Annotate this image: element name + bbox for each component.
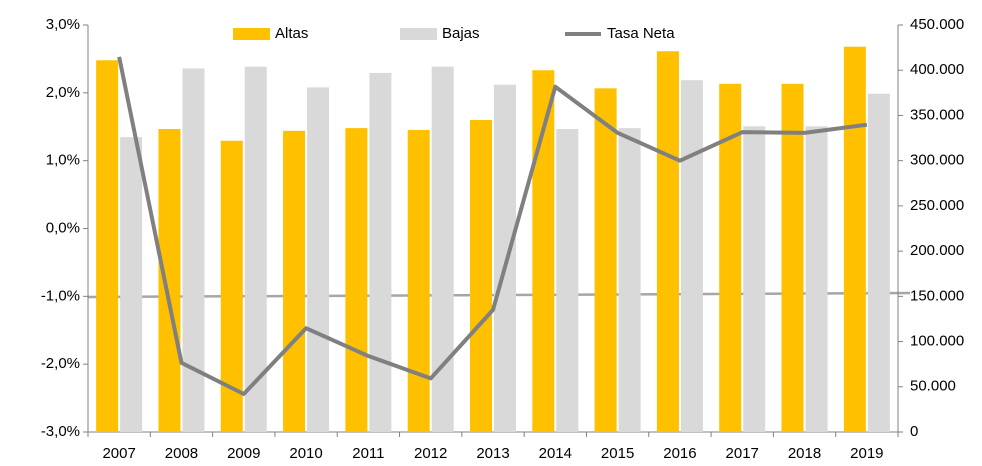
y2-tick-label: 150.000 — [910, 287, 964, 304]
bar — [158, 129, 181, 432]
y2-tick-label: 300.000 — [910, 152, 964, 169]
y2-tick-label: 100.000 — [910, 333, 964, 350]
y-tick-label: 3,0% — [46, 16, 80, 33]
bar — [407, 129, 430, 432]
y-tick-label: 0,0% — [46, 219, 80, 236]
bar — [743, 126, 766, 432]
y-tick-label: 1,0% — [46, 152, 80, 169]
y2-tick-label: 0 — [910, 423, 918, 440]
bar — [781, 83, 804, 433]
x-tick-label: 2018 — [788, 445, 821, 462]
legend-swatch — [233, 28, 270, 40]
x-tick-label: 2013 — [476, 445, 509, 462]
x-tick-label: 2014 — [539, 445, 572, 462]
y-tick-label: -1,0% — [41, 287, 80, 304]
bar — [283, 130, 306, 432]
x-tick-label: 2007 — [102, 445, 135, 462]
bar — [867, 93, 890, 432]
legend-label: Tasa Neta — [607, 25, 675, 42]
bar — [307, 87, 330, 432]
x-tick-label: 2011 — [352, 445, 384, 462]
y-tick-label: -3,0% — [41, 423, 80, 440]
bar — [680, 80, 703, 432]
x-tick-label: 2019 — [850, 445, 883, 462]
x-tick-label: 2017 — [726, 445, 759, 462]
bar — [120, 137, 143, 432]
bar — [182, 68, 205, 432]
x-tick-label: 2016 — [663, 445, 696, 462]
bar — [345, 128, 368, 432]
legend-label: Bajas — [442, 25, 480, 42]
line — [117, 56, 868, 397]
bar — [719, 83, 742, 433]
bar — [805, 126, 828, 432]
x-tick-label: 2010 — [289, 445, 322, 462]
y-tick-label: -2,0% — [41, 355, 80, 372]
bar — [843, 46, 866, 432]
x-tick-label: 2012 — [414, 445, 447, 462]
bar — [220, 140, 243, 432]
bar — [369, 72, 392, 433]
bar — [618, 128, 641, 432]
legend-swatch — [400, 28, 437, 40]
bar — [656, 51, 679, 433]
bar — [532, 70, 555, 432]
bar — [470, 119, 492, 432]
bar — [244, 66, 267, 433]
bar — [431, 66, 454, 433]
y2-tick-label: 250.000 — [910, 197, 964, 214]
legend-label: Altas — [275, 25, 308, 42]
bar — [96, 60, 119, 432]
y2-tick-label: 200.000 — [910, 242, 964, 259]
x-tick-label: 2008 — [165, 445, 198, 462]
bar — [594, 88, 617, 433]
y2-tick-label: 50.000 — [910, 378, 956, 395]
y-tick-label: 2,0% — [46, 84, 80, 101]
bar — [556, 129, 579, 432]
x-tick-label: 2015 — [601, 445, 634, 462]
y2-tick-label: 400.000 — [910, 61, 964, 78]
y2-tick-label: 450.000 — [910, 16, 964, 33]
x-tick-label: 2009 — [227, 445, 260, 462]
y2-tick-label: 350.000 — [910, 106, 964, 123]
bar — [494, 84, 516, 433]
